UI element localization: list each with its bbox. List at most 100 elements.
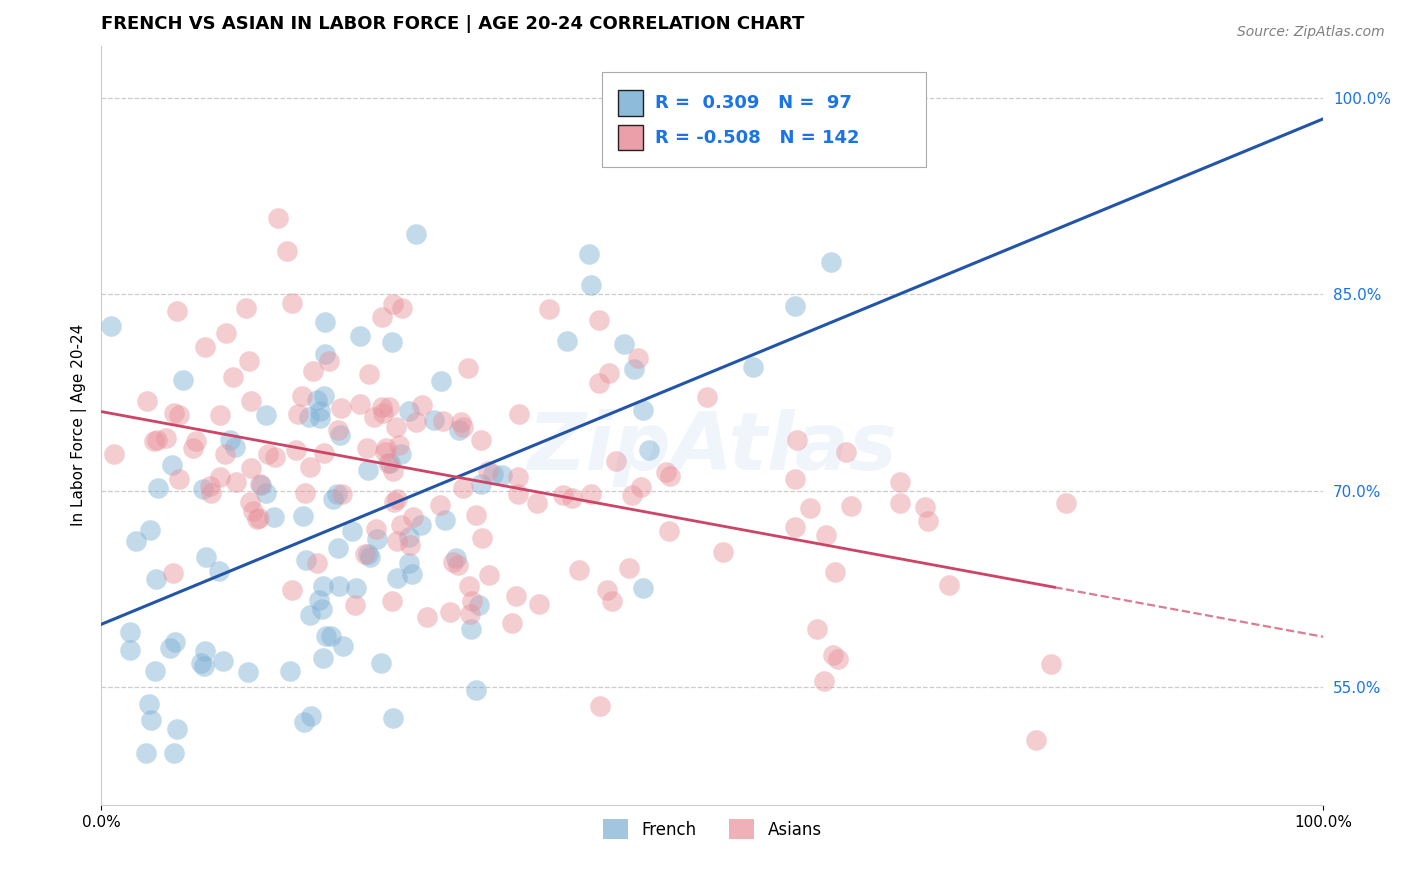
Point [451, 419, 474, 434]
Point [371, 310, 394, 324]
Point [460, 623, 482, 637]
Point [374, 441, 396, 455]
Point [305, 556, 328, 570]
Point [398, 530, 420, 544]
Point [302, 364, 325, 378]
Point [315, 630, 337, 644]
Point [254, 409, 277, 423]
Point [264, 450, 287, 465]
Point [578, 246, 600, 260]
Point [409, 518, 432, 533]
Point [146, 433, 169, 447]
Point [451, 481, 474, 495]
Point [312, 446, 335, 460]
Point [588, 376, 610, 391]
Point [786, 433, 808, 447]
Point [214, 447, 236, 461]
Point [820, 254, 842, 268]
Point [194, 643, 217, 657]
Point [389, 518, 412, 533]
Point [183, 442, 205, 456]
Point [783, 472, 806, 486]
Point [568, 563, 591, 577]
Point [242, 503, 264, 517]
Point [281, 296, 304, 310]
Point [416, 610, 439, 624]
Point [329, 428, 352, 442]
Point [470, 476, 492, 491]
Point [561, 491, 583, 506]
Point [172, 372, 194, 386]
Point [655, 465, 678, 479]
Point [378, 456, 401, 470]
Point [389, 447, 412, 461]
Point [163, 746, 186, 760]
Point [328, 579, 350, 593]
Point [254, 486, 277, 500]
Point [596, 583, 619, 598]
Point [308, 592, 330, 607]
Point [401, 509, 423, 524]
Point [589, 698, 612, 713]
Point [505, 589, 527, 603]
Point [167, 408, 190, 422]
Point [218, 433, 240, 447]
Point [143, 434, 166, 449]
Point [491, 468, 513, 483]
Point [579, 277, 602, 292]
Point [225, 475, 247, 490]
Point [377, 400, 399, 414]
Point [209, 408, 232, 422]
Point [294, 485, 316, 500]
Point [326, 541, 349, 556]
Point [292, 508, 315, 523]
Point [193, 482, 215, 496]
Point [621, 488, 644, 502]
Point [344, 581, 367, 595]
Point [332, 639, 354, 653]
Point [657, 524, 679, 538]
Point [370, 400, 392, 414]
FancyBboxPatch shape [619, 90, 643, 116]
Point [267, 211, 290, 226]
Text: R =  0.309   N =  97: R = 0.309 N = 97 [655, 94, 852, 112]
Point [287, 407, 309, 421]
Point [401, 566, 423, 581]
Point [246, 511, 269, 525]
Point [398, 556, 420, 570]
Point [457, 579, 479, 593]
Point [163, 406, 186, 420]
Point [136, 394, 159, 409]
Point [239, 393, 262, 408]
Point [441, 555, 464, 569]
Point [598, 366, 620, 380]
Point [118, 625, 141, 640]
Point [605, 454, 627, 468]
Point [381, 334, 404, 349]
Text: ZipAtlas: ZipAtlas [527, 409, 897, 487]
Point [444, 551, 467, 566]
FancyBboxPatch shape [602, 72, 927, 167]
Point [163, 634, 186, 648]
Point [330, 401, 353, 415]
Point [356, 441, 378, 455]
Point [200, 486, 222, 500]
Point [312, 651, 335, 665]
Point [1054, 495, 1077, 509]
Text: FRENCH VS ASIAN IN LABOR FORCE | AGE 20-24 CORRELATION CHART: FRENCH VS ASIAN IN LABOR FORCE | AGE 20-… [101, 15, 804, 33]
Point [464, 683, 486, 698]
Point [138, 697, 160, 711]
Point [391, 301, 413, 316]
Point [208, 564, 231, 578]
Point [839, 500, 862, 514]
Point [359, 550, 381, 565]
Point [384, 420, 406, 434]
Point [399, 538, 422, 552]
Point [330, 487, 353, 501]
Point [813, 673, 835, 688]
Point [292, 715, 315, 730]
Point [159, 641, 181, 656]
Point [827, 652, 849, 666]
Point [322, 491, 344, 506]
Point [238, 354, 260, 368]
